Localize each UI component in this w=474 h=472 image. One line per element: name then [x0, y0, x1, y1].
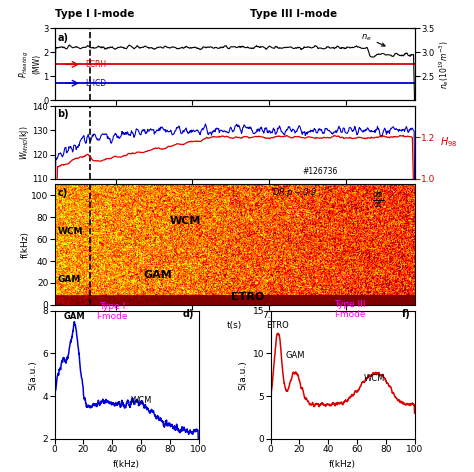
- Text: WCM: WCM: [364, 374, 385, 383]
- X-axis label: f(kHz): f(kHz): [329, 460, 356, 469]
- Text: $\frac{d\phi}{dt}$: $\frac{d\phi}{dt}$: [372, 188, 384, 211]
- Text: DR $p\sim$0.9: DR $p\sim$0.9: [272, 186, 318, 199]
- Text: WCM: WCM: [130, 396, 152, 405]
- Text: c): c): [57, 188, 68, 198]
- Y-axis label: $H_{98}$: $H_{98}$: [440, 135, 458, 149]
- Y-axis label: f(kHz): f(kHz): [21, 231, 29, 258]
- Y-axis label: S(a.u.): S(a.u.): [28, 360, 37, 390]
- Text: WCM: WCM: [170, 216, 201, 226]
- Text: LHCD: LHCD: [85, 79, 106, 88]
- Text: Type I
I-mode: Type I I-mode: [96, 302, 128, 321]
- Text: #126736: #126736: [303, 167, 338, 176]
- Text: ETRO: ETRO: [231, 292, 264, 302]
- Text: f): f): [401, 309, 410, 319]
- Text: GAM: GAM: [144, 270, 172, 280]
- Text: b): b): [57, 109, 69, 119]
- Text: ETRO: ETRO: [266, 321, 289, 330]
- Text: Type III I-mode: Type III I-mode: [250, 8, 337, 18]
- Text: Type III
I-mode: Type III I-mode: [334, 300, 365, 320]
- Text: Type I I-mode: Type I I-mode: [55, 8, 135, 18]
- Text: GAM: GAM: [64, 312, 85, 321]
- Text: ECRH: ECRH: [85, 60, 106, 69]
- Text: WCM: WCM: [57, 227, 83, 236]
- Text: GAM: GAM: [285, 351, 305, 360]
- Text: GAM: GAM: [57, 275, 81, 284]
- Text: a): a): [57, 33, 69, 42]
- Y-axis label: $W_{MHD}$(kJ): $W_{MHD}$(kJ): [18, 125, 31, 160]
- X-axis label: t(s): t(s): [227, 321, 242, 330]
- Y-axis label: $n_e(10^{19}m^{-3})$: $n_e(10^{19}m^{-3})$: [437, 40, 451, 89]
- Y-axis label: S(a.u.): S(a.u.): [238, 360, 247, 390]
- Y-axis label: $P_{Heating}$
(MW): $P_{Heating}$ (MW): [18, 51, 42, 78]
- X-axis label: f(kHz): f(kHz): [113, 460, 140, 469]
- Text: d): d): [183, 309, 194, 319]
- Text: $n_e$: $n_e$: [361, 33, 385, 46]
